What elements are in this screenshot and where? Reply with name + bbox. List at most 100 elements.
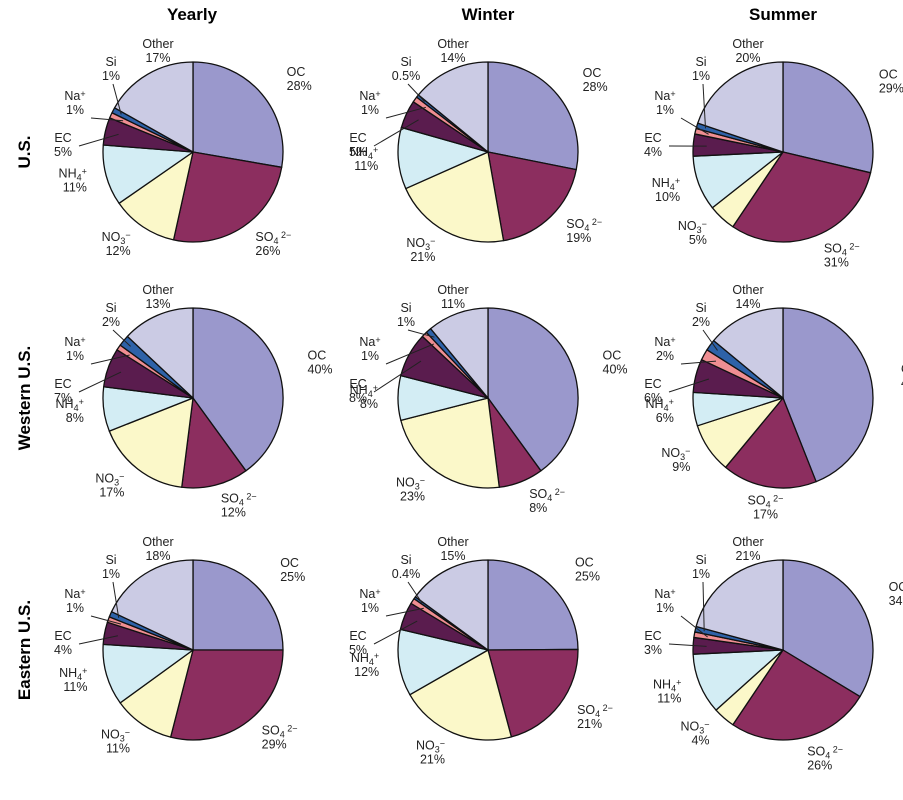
label-value-no3: 21% — [420, 752, 445, 766]
label-value-si: 2% — [102, 315, 120, 329]
label-value-ec: 5% — [349, 145, 367, 159]
label-name-na: Na+ — [359, 587, 380, 601]
label-value-oc: 29% — [879, 82, 903, 96]
column-title-yearly: Yearly — [167, 5, 218, 24]
label-name-ec: EC — [54, 131, 71, 145]
label-value-so4: 21% — [577, 717, 602, 731]
label-name-oc: OC — [603, 348, 622, 362]
label-value-other: 21% — [735, 549, 760, 563]
label-name-na: Na+ — [359, 335, 380, 349]
label-value-oc: 28% — [287, 79, 312, 93]
label-value-nh4: 8% — [66, 411, 84, 425]
label-name-other: Other — [142, 283, 173, 297]
label-name-ec: EC — [644, 377, 661, 391]
label-name-oc: OC — [583, 66, 602, 80]
label-value-other: 15% — [440, 549, 465, 563]
label-value-other: 11% — [441, 297, 465, 311]
label-value-so4: 19% — [566, 231, 591, 245]
slice-oc — [193, 560, 283, 650]
label-value-nh4: 6% — [656, 411, 674, 425]
label-value-no3: 4% — [691, 734, 709, 748]
label-value-na: 2% — [656, 349, 674, 363]
label-value-si: 1% — [692, 69, 710, 83]
label-value-si: 1% — [397, 315, 415, 329]
label-value-nh4: 11% — [63, 180, 87, 194]
label-name-ec: EC — [644, 629, 661, 643]
label-value-no3: 21% — [410, 250, 435, 264]
label-name-other: Other — [437, 37, 468, 51]
row-title-eastern-us: Eastern U.S. — [15, 600, 34, 700]
label-value-no3: 12% — [106, 244, 131, 258]
label-value-other: 17% — [145, 51, 170, 65]
label-value-ec: 3% — [644, 643, 662, 657]
label-name-na: Na+ — [64, 587, 85, 601]
label-name-oc: OC — [308, 348, 327, 362]
label-name-na: Na+ — [64, 335, 85, 349]
label-name-si: Si — [695, 301, 706, 315]
label-value-ec: 8% — [349, 391, 367, 405]
label-value-na: 1% — [361, 103, 379, 117]
label-value-no3: 9% — [672, 460, 690, 474]
slice-oc — [488, 62, 578, 170]
label-value-oc: 34% — [889, 594, 903, 608]
label-value-no3: 11% — [106, 742, 130, 756]
label-value-si: 0.5% — [392, 69, 421, 83]
label-value-ec: 6% — [644, 391, 662, 405]
label-value-oc: 40% — [603, 362, 628, 376]
pie-western-u-s--summer: OC44%SO4 2−17%NO3−9%NH4+6%EC6%Na+2%Si2%O… — [644, 283, 903, 522]
label-name-si: Si — [105, 55, 116, 69]
label-value-nh4: 11% — [63, 680, 87, 694]
label-value-other: 14% — [440, 51, 465, 65]
label-name-other: Other — [732, 283, 763, 297]
label-value-so4: 12% — [221, 505, 246, 519]
label-value-so4: 31% — [824, 255, 849, 269]
label-name-na: Na+ — [359, 89, 380, 103]
label-value-so4: 26% — [807, 758, 832, 772]
label-value-so4: 26% — [255, 244, 280, 258]
column-title-summer: Summer — [749, 5, 817, 24]
label-value-oc: 25% — [575, 570, 600, 584]
label-value-ec: 4% — [54, 643, 72, 657]
label-value-so4: 8% — [529, 501, 547, 515]
label-value-ec: 5% — [54, 145, 72, 159]
label-value-no3: 23% — [400, 490, 425, 504]
label-value-na: 1% — [66, 601, 84, 615]
label-name-na: Na+ — [654, 587, 675, 601]
label-name-ec: EC — [644, 131, 661, 145]
label-value-so4: 29% — [262, 737, 287, 751]
label-value-nh4: 11% — [657, 691, 681, 705]
label-name-other: Other — [437, 283, 468, 297]
label-value-ec: 5% — [349, 643, 367, 657]
label-value-si: 1% — [102, 567, 120, 581]
column-title-winter: Winter — [462, 5, 515, 24]
slice-oc — [193, 62, 283, 167]
label-value-other: 18% — [145, 549, 170, 563]
label-name-na: Na+ — [654, 335, 675, 349]
label-name-oc: OC — [889, 580, 903, 594]
label-value-na: 1% — [656, 103, 674, 117]
label-name-other: Other — [732, 37, 763, 51]
label-value-ec: 7% — [54, 391, 72, 405]
label-value-na: 1% — [361, 601, 379, 615]
label-value-na: 1% — [656, 601, 674, 615]
label-name-si: Si — [695, 553, 706, 567]
label-name-other: Other — [142, 37, 173, 51]
label-name-ec: EC — [349, 629, 366, 643]
label-name-oc: OC — [280, 556, 299, 570]
label-name-oc: OC — [879, 68, 898, 82]
label-value-nh4: 10% — [655, 190, 680, 204]
label-value-si: 1% — [692, 567, 710, 581]
row-title-us: U.S. — [15, 135, 34, 168]
label-value-other: 13% — [145, 297, 170, 311]
label-name-ec: EC — [54, 377, 71, 391]
label-name-other: Other — [437, 535, 468, 549]
